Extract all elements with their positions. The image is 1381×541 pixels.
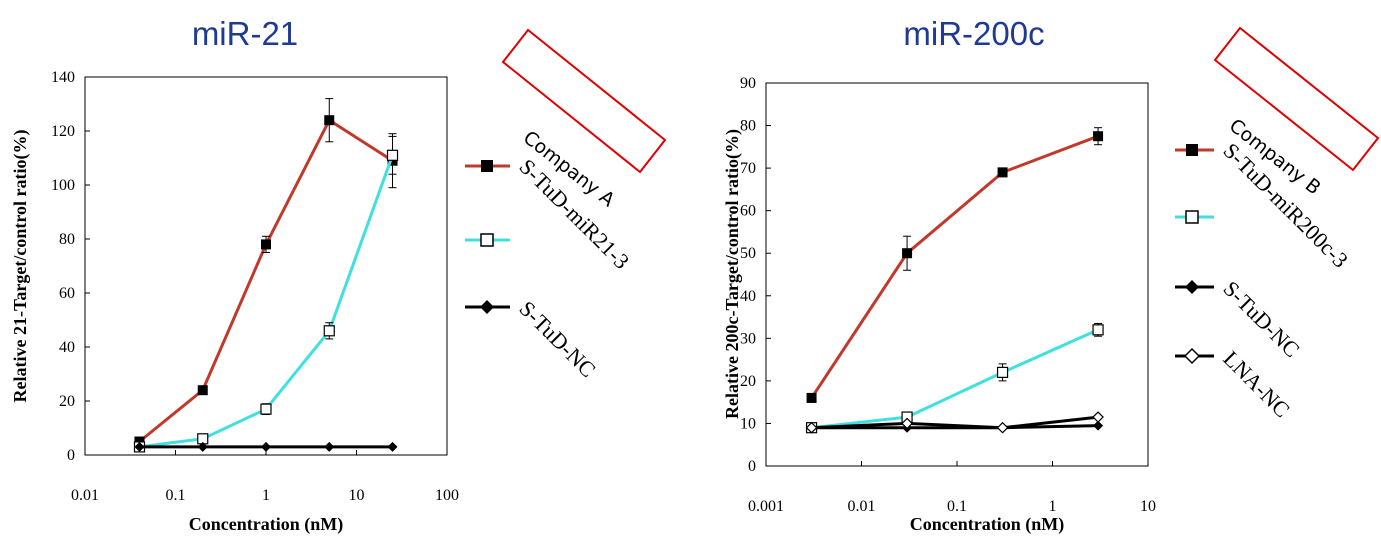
x-tick-label: 100 — [435, 487, 459, 504]
legend-marker-open-square — [1185, 210, 1199, 224]
legend-marker-open-diamond — [1183, 347, 1201, 365]
data-point — [387, 441, 398, 452]
red-box — [1213, 26, 1380, 172]
series-line-3 — [811, 415, 1099, 430]
series-line-1 — [139, 154, 394, 449]
y-tick-label: 80 — [740, 118, 756, 135]
data-point — [261, 441, 271, 452]
data-point — [323, 325, 335, 337]
data-point — [901, 417, 913, 430]
legend-marker-open-square — [480, 233, 494, 247]
x-axis-label: Concentration (nM) — [910, 514, 1064, 535]
y-tick-label: 90 — [740, 75, 756, 92]
y-tick-label: 60 — [740, 203, 756, 220]
series-line-1 — [811, 328, 1099, 430]
x-tick-label: 0.1 — [947, 498, 967, 515]
data-point — [996, 366, 1009, 378]
y-axis-label: Relative 21-Target/control ratio(%) — [10, 130, 31, 403]
y-tick-label: 20 — [59, 393, 75, 410]
y-tick-label: 50 — [740, 245, 756, 262]
legend: S-TuD-miR200c-3 S-TuD-NC LNA-NC — [1175, 138, 1353, 422]
legend-marker-filled-diamond — [1185, 280, 1199, 294]
legend-marker-filled-square — [481, 160, 493, 172]
data-point — [260, 403, 272, 415]
y-tick-label: 0 — [67, 447, 75, 464]
y-axis-label: Relative 200c-Target/control ratio(%) — [722, 129, 743, 419]
red-box — [501, 28, 667, 174]
data-point — [1093, 420, 1104, 431]
y-tick-label: 140 — [51, 69, 75, 86]
x-tick-label: 0.01 — [71, 487, 99, 504]
y-tick-label: 0 — [748, 458, 756, 475]
y-tick-label: 40 — [740, 288, 756, 305]
y-tick-label: 10 — [740, 415, 756, 432]
legend-label-s-tud-nc: S-TuD-NC — [514, 296, 600, 382]
y-tick-label: 60 — [59, 285, 75, 302]
x-tick-label: 10 — [349, 487, 365, 504]
x-tick-label: 1 — [1049, 498, 1057, 515]
chart-mir200c: miR-200c 0 10 20 30 40 50 60 70 80 90 0.001 0.01 0.… — [722, 15, 1380, 535]
data-point — [902, 248, 913, 259]
data-point — [324, 441, 335, 452]
x-tick-label: 0.1 — [166, 487, 186, 504]
y-tick-label: 70 — [740, 160, 756, 177]
y-tick-label: 20 — [740, 373, 756, 390]
data-point — [386, 149, 399, 161]
data-point — [997, 167, 1008, 178]
legend-label-s-tud-nc: S-TuD-NC — [1218, 276, 1304, 362]
y-tick-label: 100 — [51, 177, 75, 194]
data-point — [324, 115, 335, 126]
chart-title: miR-21 — [192, 15, 298, 52]
x-tick-label: 0.01 — [848, 498, 876, 515]
series-line-0 — [810, 134, 1099, 399]
y-tick-label: 120 — [51, 123, 75, 140]
data-point — [197, 441, 208, 452]
data-point — [806, 392, 817, 403]
data-point — [1092, 411, 1104, 423]
chart-title: miR-200c — [903, 15, 1044, 52]
data-point — [1093, 131, 1104, 142]
y-tick-label: 40 — [59, 339, 75, 356]
data-point — [1092, 324, 1104, 336]
data-point — [805, 421, 818, 434]
legend-marker-filled-square — [1186, 144, 1198, 156]
series-line-0 — [138, 118, 394, 443]
y-tick-label: 80 — [59, 231, 75, 248]
legend-marker-filled-diamond — [480, 300, 494, 314]
data-point — [996, 421, 1009, 434]
x-tick-label: 1 — [262, 487, 270, 504]
data-point — [261, 239, 271, 250]
x-tick-label: 0.001 — [748, 498, 784, 515]
x-tick-label: 10 — [1140, 498, 1156, 515]
series-line-2 — [811, 424, 1099, 430]
x-axis-label: Concentration (nM) — [189, 514, 343, 535]
data-point — [197, 385, 208, 396]
y-tick-label: 30 — [740, 330, 756, 347]
data-point — [134, 441, 145, 452]
